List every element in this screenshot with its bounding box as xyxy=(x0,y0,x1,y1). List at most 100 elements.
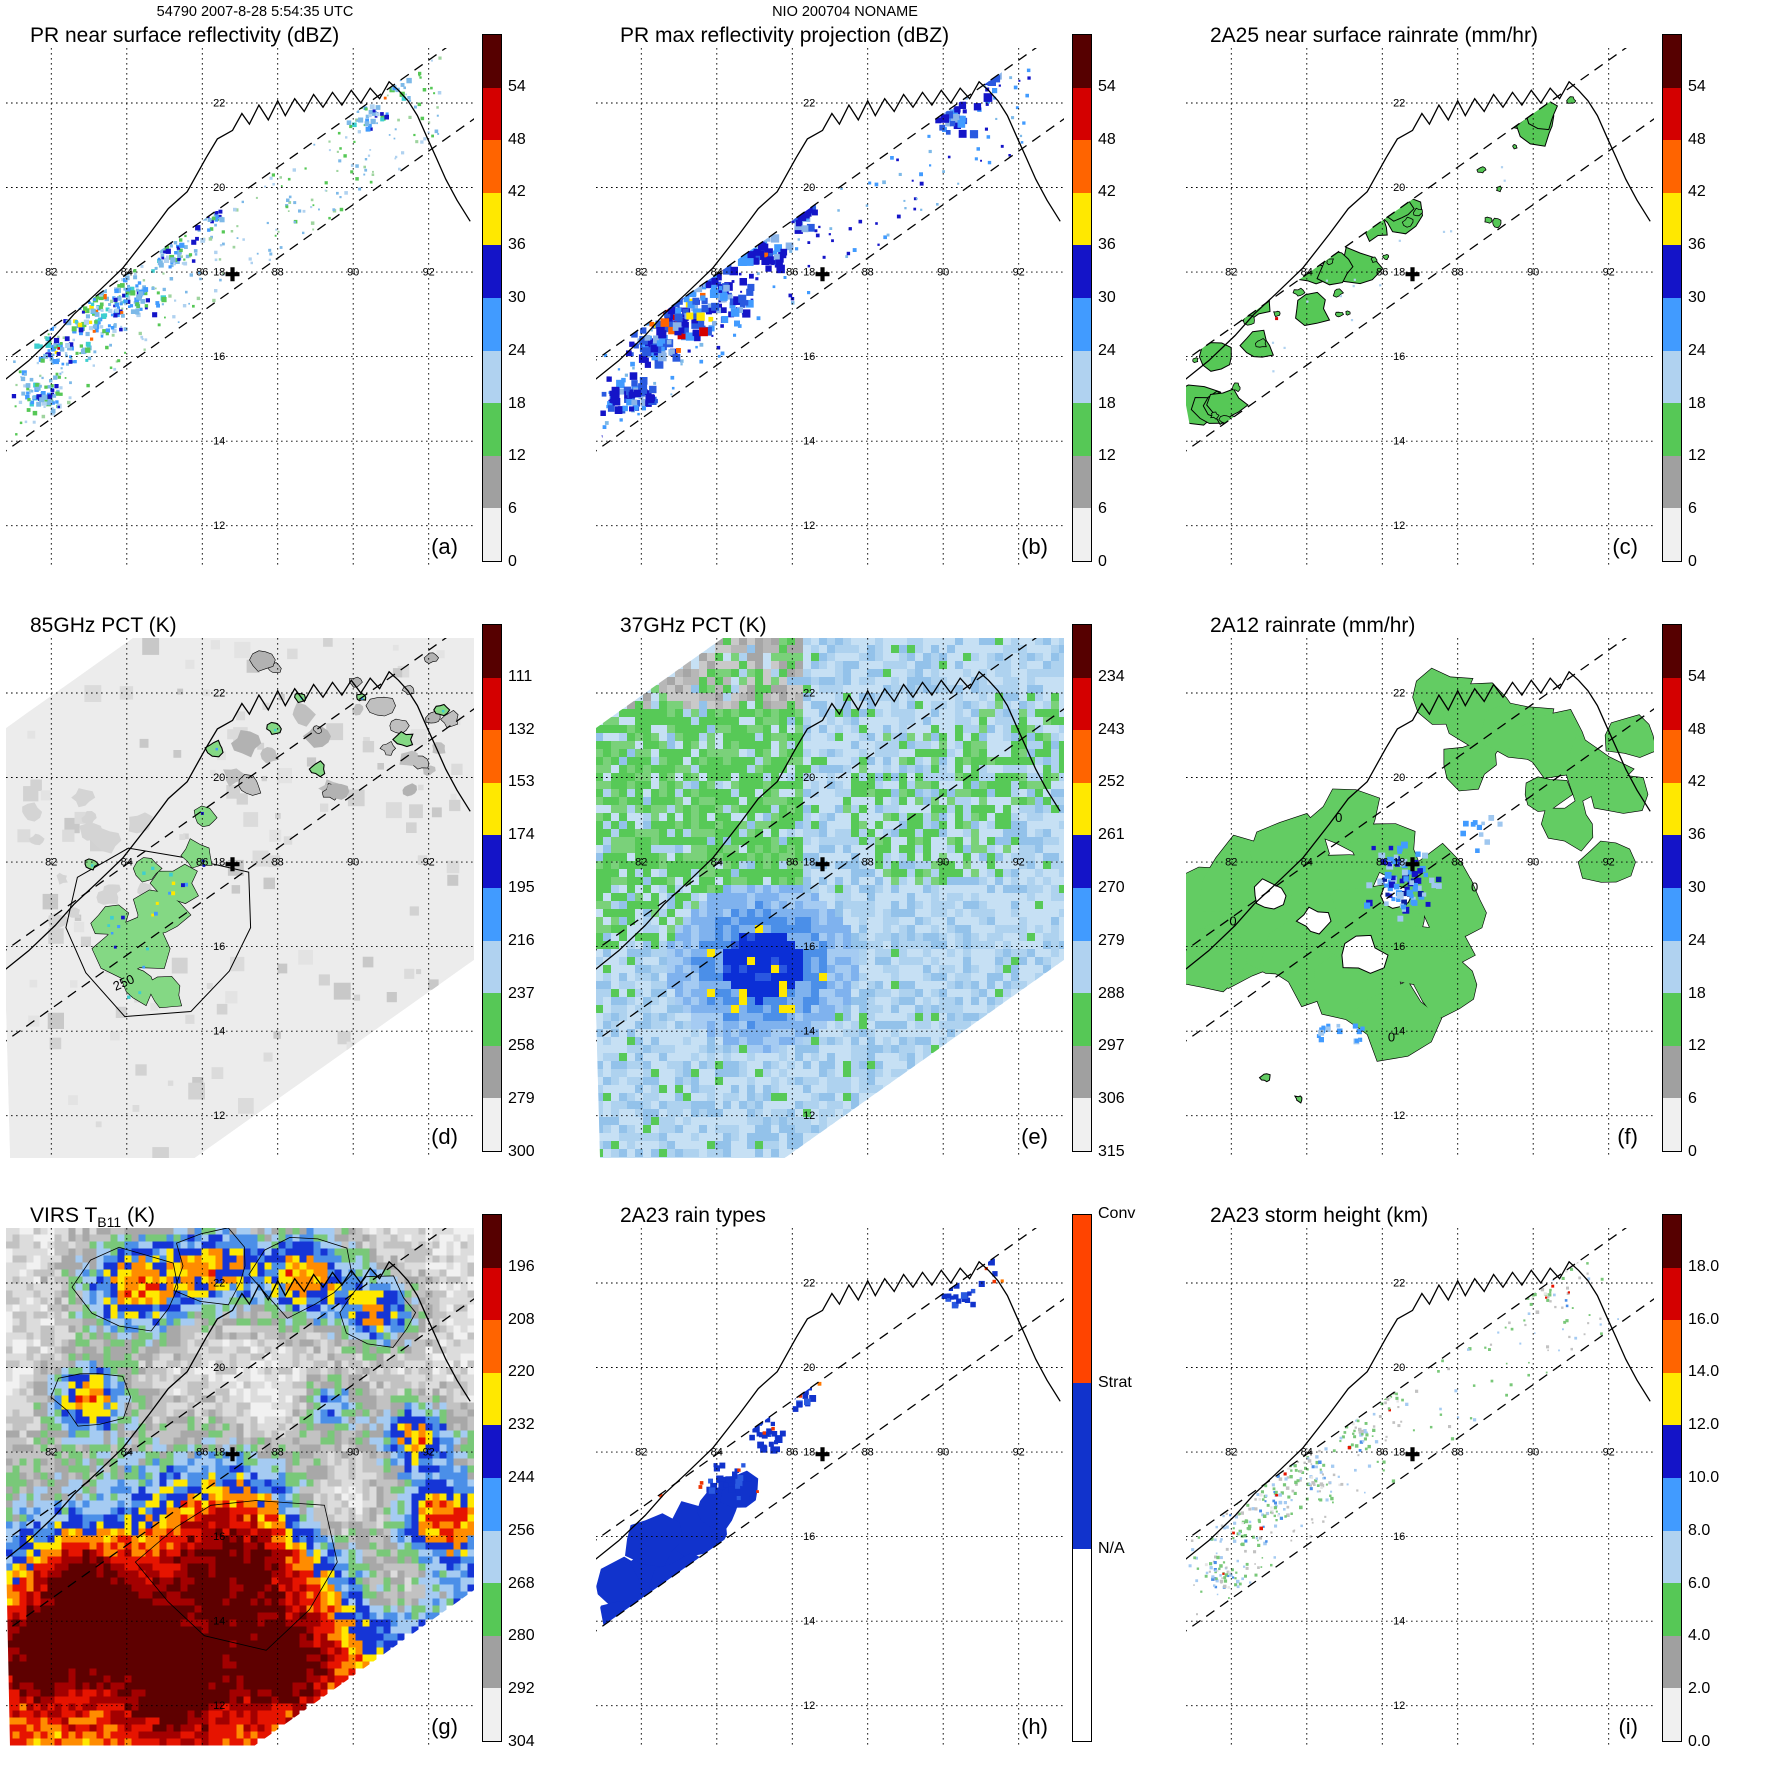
panel-e: 37GHz PCT (K) 82 84 86 88 90 92 22 20 18 16 14 12 (… xyxy=(590,590,1180,1180)
panel-h: 2A23 rain types 82 84 86 88 90 92 22 20 18 16 14 12… xyxy=(590,1180,1180,1771)
svg-text:18: 18 xyxy=(803,267,815,279)
svg-text:86: 86 xyxy=(1376,267,1388,279)
panel-b: PR max reflectivity projection (dBZ) 82 8… xyxy=(590,0,1180,590)
panel-title: 2A12 rainrate (mm/hr) xyxy=(1210,614,1416,637)
svg-text:84: 84 xyxy=(711,267,723,279)
colorbar-ticks: Conv Strat N/A xyxy=(1098,1205,1136,1558)
svg-text:82: 82 xyxy=(635,267,647,279)
panel-i: 2A23 storm height (km) 82 84 86 88 90 92 22 20 1… xyxy=(1180,1180,1771,1771)
svg-text:20: 20 xyxy=(213,182,225,194)
svg-text:16: 16 xyxy=(803,351,815,363)
title-main: VIRS T xyxy=(30,1204,98,1227)
header-case-name: NIO 200704 NONAME xyxy=(772,4,918,20)
svg-text:14: 14 xyxy=(803,436,815,448)
colorbar xyxy=(1072,1214,1092,1742)
colorbar-ticks: 111 132 153 174 195 216 237 258 279 300 xyxy=(508,667,535,1160)
colorbar-ticks: 234 243 252 261 270 279 288 297 306 315 xyxy=(1098,667,1125,1160)
panel-letter: (a) xyxy=(431,534,458,559)
colorbar xyxy=(482,1214,502,1742)
panel-letter: (f) xyxy=(1617,1124,1638,1149)
panel-a: PR near surface reflectivity (dBZ) 82 84 8… xyxy=(0,0,590,590)
svg-text:18: 18 xyxy=(213,857,225,869)
panel-title: 2A25 near surface rainrate (mm/hr) xyxy=(1210,24,1538,47)
colorbar-ticks: 18.0 16.0 14.0 12.0 10.0 8.0 6.0 4.0 2.0 0.0 xyxy=(1688,1257,1720,1750)
panel-letter: (d) xyxy=(431,1124,458,1149)
panel-title: 85GHz PCT (K) xyxy=(30,614,177,637)
svg-text:88: 88 xyxy=(1452,267,1464,279)
header-scan-id: 54790 2007-8-28 5:54:35 UTC xyxy=(156,4,354,20)
map: 82 84 86 88 90 92 22 20 18 16 14 12 (g) xyxy=(6,1228,474,1748)
colorbar xyxy=(1072,624,1092,1152)
panel-letter: (g) xyxy=(431,1714,458,1739)
svg-text:90: 90 xyxy=(347,267,359,279)
svg-text:92: 92 xyxy=(1603,267,1615,279)
colorbar-ticks: 54 48 42 36 30 24 18 12 6 0 xyxy=(1688,77,1706,570)
map: 82 84 86 88 90 92 22 20 18 16 14 12 (h) xyxy=(596,1228,1064,1748)
svg-text:90: 90 xyxy=(347,857,359,869)
svg-text:20: 20 xyxy=(1393,182,1405,194)
colorbar xyxy=(1662,34,1682,562)
svg-text:88: 88 xyxy=(272,857,284,869)
colorbar-ticks: 54 48 42 36 30 24 18 12 6 0 xyxy=(508,77,526,570)
title-subscript: B11 xyxy=(97,1214,122,1231)
svg-text:12: 12 xyxy=(213,1110,225,1122)
svg-text:12: 12 xyxy=(213,520,225,532)
svg-text:16: 16 xyxy=(213,351,225,363)
svg-text:14: 14 xyxy=(1393,436,1405,448)
svg-text:22: 22 xyxy=(213,688,225,700)
svg-text:22: 22 xyxy=(803,98,815,110)
svg-text:14: 14 xyxy=(213,436,225,448)
svg-text:86: 86 xyxy=(196,267,208,279)
panel-f: 2A12 rainrate (mm/hr) 82 84 86 88 90 92 22 20 18… xyxy=(1180,590,1771,1180)
panel-letter: (b) xyxy=(1021,534,1048,559)
panel-title: 2A23 rain types xyxy=(620,1204,766,1227)
colorbar xyxy=(482,624,502,1152)
colorbar-ticks: 54 48 42 36 30 24 18 12 6 0 xyxy=(1098,77,1116,570)
colorbar-ticks: 196 208 220 232 244 256 268 280 292 304 xyxy=(508,1257,535,1750)
svg-text:86: 86 xyxy=(786,267,798,279)
svg-text:20: 20 xyxy=(213,772,225,784)
map: 82 84 86 88 90 92 22 20 18 16 14 12 (a) xyxy=(6,48,474,568)
svg-text:82: 82 xyxy=(1225,267,1237,279)
panel-c: 2A25 near surface rainrate (mm/hr) 82 84 8… xyxy=(1180,0,1771,590)
map: 82 84 86 88 90 92 22 20 18 16 14 12 (c) xyxy=(1186,48,1654,568)
svg-text:90: 90 xyxy=(937,267,949,279)
panel-letter: (h) xyxy=(1021,1714,1048,1739)
map: 82 84 86 88 90 92 22 20 18 16 14 12 (e) xyxy=(596,638,1064,1158)
svg-text:18: 18 xyxy=(213,267,225,279)
panel-letter: (e) xyxy=(1021,1124,1048,1149)
svg-text:88: 88 xyxy=(272,267,284,279)
svg-text:90: 90 xyxy=(1527,267,1539,279)
svg-text:88: 88 xyxy=(862,267,874,279)
svg-text:16: 16 xyxy=(213,941,225,953)
svg-text:12: 12 xyxy=(1393,520,1405,532)
svg-text:14: 14 xyxy=(213,1026,225,1038)
svg-text:16: 16 xyxy=(1393,351,1405,363)
map: 82 84 86 88 90 92 22 20 18 16 14 12 (i) xyxy=(1186,1228,1654,1748)
svg-text:84: 84 xyxy=(121,267,133,279)
svg-text:20: 20 xyxy=(803,182,815,194)
colorbar-ticks: 54 48 42 36 30 24 18 12 6 0 xyxy=(1688,667,1706,1160)
panel-letter: (i) xyxy=(1618,1714,1638,1739)
svg-text:92: 92 xyxy=(1013,267,1025,279)
panel-letter: (c) xyxy=(1612,534,1638,559)
panel-title: PR max reflectivity projection (dBZ) xyxy=(620,24,950,47)
panel-title: 37GHz PCT (K) xyxy=(620,614,767,637)
svg-text:82: 82 xyxy=(45,267,57,279)
colorbar xyxy=(1662,1214,1682,1742)
svg-text:82: 82 xyxy=(45,857,57,869)
title-end: (K) xyxy=(121,1204,155,1227)
map: 82 84 86 88 90 92 22 20 18 16 14 12 0 0 0 0 (f) xyxy=(1186,638,1654,1158)
panel-d: 85GHz PCT (K) 82 84 86 88 90 92 22 20 18 16 14 12 25… xyxy=(0,590,590,1180)
svg-text:84: 84 xyxy=(121,857,133,869)
colorbar xyxy=(1072,34,1092,562)
panel-g: VIRS TB11 (K) 82 84 86 88 90 92 22 20 18 16 14 12 (… xyxy=(0,1180,590,1771)
